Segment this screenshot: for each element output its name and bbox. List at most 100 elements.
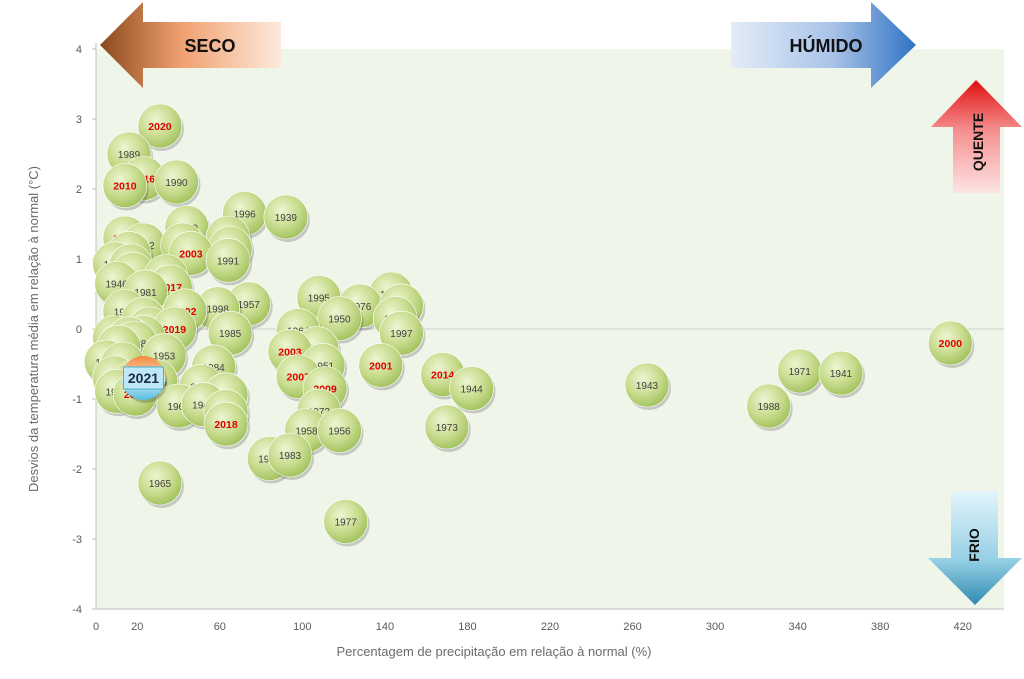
point-label: 2010 bbox=[113, 181, 137, 193]
y-tick-label: 4 bbox=[76, 44, 82, 56]
data-point-2000: 2000 bbox=[928, 320, 975, 368]
data-point-1944: 1944 bbox=[449, 366, 496, 414]
bubble bbox=[263, 194, 309, 240]
y-axis-label: Desvios da temperatura média em relação … bbox=[26, 166, 41, 492]
point-label: 1991 bbox=[217, 256, 240, 267]
y-tick-label: 0 bbox=[76, 324, 82, 336]
point-label: 1971 bbox=[789, 367, 812, 378]
cold-label: FRIO bbox=[966, 528, 982, 562]
point-label: 1946 bbox=[106, 280, 129, 291]
hot-arrow: QUENTE bbox=[931, 80, 1022, 193]
point-label: 1956 bbox=[328, 427, 351, 438]
wet-arrow: HÚMIDO bbox=[731, 2, 916, 88]
bubble bbox=[102, 163, 148, 208]
y-tick-label: -1 bbox=[72, 394, 82, 406]
x-tick-label: 340 bbox=[788, 621, 806, 633]
point-label: 2000 bbox=[939, 338, 963, 350]
bubble bbox=[928, 320, 973, 366]
x-tick-label: 260 bbox=[623, 621, 641, 633]
point-label: 2003 bbox=[179, 248, 203, 260]
point-label: 2020 bbox=[148, 121, 172, 133]
point-label: 1989 bbox=[118, 150, 141, 161]
x-tick-label: 380 bbox=[871, 621, 889, 633]
x-tick-label: 300 bbox=[706, 621, 724, 633]
data-point-1977: 1977 bbox=[323, 499, 370, 547]
bubble bbox=[317, 408, 362, 453]
bubble bbox=[154, 159, 199, 205]
data-point-1971: 1971 bbox=[777, 348, 824, 396]
point-label: 2001 bbox=[369, 360, 393, 372]
point-label: 1977 bbox=[335, 518, 358, 529]
point-label: 2019 bbox=[163, 324, 187, 336]
point-label: 1996 bbox=[233, 210, 256, 221]
point-label: 1981 bbox=[134, 288, 157, 299]
data-point-1988: 1988 bbox=[746, 383, 793, 431]
bubble bbox=[424, 404, 470, 450]
y-tick-label: 3 bbox=[76, 114, 82, 126]
x-axis-label: Percentagem de precipitação em relação à… bbox=[336, 644, 651, 659]
wet-label: HÚMIDO bbox=[790, 35, 863, 56]
point-label: 1944 bbox=[460, 385, 483, 396]
bubble bbox=[379, 310, 424, 356]
data-point-1943: 1943 bbox=[624, 362, 671, 410]
point-label: 1988 bbox=[758, 402, 781, 413]
bubble bbox=[137, 103, 183, 149]
point-label: 1945 bbox=[192, 401, 215, 412]
y-tick-label: -3 bbox=[72, 534, 82, 546]
y-tick-label: 2 bbox=[76, 184, 82, 196]
data-point-2001: 2001 bbox=[358, 343, 405, 391]
y-tick-label: -2 bbox=[72, 464, 82, 476]
point-label: 2018 bbox=[214, 419, 238, 431]
bubble bbox=[137, 460, 183, 506]
x-tick-label: 220 bbox=[541, 621, 559, 633]
y-tick-label: -4 bbox=[72, 604, 82, 616]
data-point-2020: 2020 bbox=[137, 103, 184, 151]
bubble bbox=[203, 401, 249, 447]
data-point-1965: 1965 bbox=[137, 460, 184, 508]
y-tick-label: 1 bbox=[76, 254, 82, 266]
bubble bbox=[267, 432, 313, 478]
x-tick-label: 0 bbox=[93, 621, 99, 633]
point-label: 1973 bbox=[436, 423, 459, 434]
point-label: 1976 bbox=[349, 302, 372, 313]
cold-arrow: FRIO bbox=[928, 491, 1022, 605]
point-label: 1943 bbox=[636, 381, 659, 392]
bubble bbox=[818, 350, 864, 396]
bubble bbox=[624, 362, 670, 408]
point-label: 1965 bbox=[149, 479, 172, 490]
data-point-2010: 2010 bbox=[102, 163, 149, 211]
bubble bbox=[358, 343, 404, 388]
point-label: 1990 bbox=[165, 178, 188, 189]
data-point-1939: 1939 bbox=[263, 194, 310, 242]
x-tick-label: 100 bbox=[293, 621, 311, 633]
data-point-2018: 2018 bbox=[203, 401, 251, 450]
data-point-1990: 1990 bbox=[154, 159, 201, 207]
x-tick-label: 420 bbox=[954, 621, 972, 633]
x-tick-label: 140 bbox=[376, 621, 394, 633]
point-label: 1997 bbox=[390, 329, 413, 340]
hot-label: QUENTE bbox=[970, 113, 986, 171]
data-point-1941: 1941 bbox=[818, 350, 865, 399]
dry-arrow: SECO bbox=[100, 2, 281, 88]
x-tick-label: 20 bbox=[131, 621, 143, 633]
dry-label: SECO bbox=[184, 36, 235, 56]
bubble bbox=[323, 499, 369, 544]
data-point-1991: 1991 bbox=[205, 238, 253, 286]
point-label: 1960 bbox=[167, 402, 190, 413]
highlight-layer: 2021 bbox=[121, 356, 168, 403]
data-point-2021: 2021 bbox=[121, 356, 168, 403]
point-label: 1985 bbox=[219, 329, 242, 340]
x-tick-label: 180 bbox=[458, 621, 476, 633]
point-label: 1941 bbox=[830, 369, 853, 380]
bubble-layer: 2020198920162010199019961939196920041999… bbox=[84, 103, 975, 547]
point-label: 2014 bbox=[431, 370, 455, 382]
point-label: 1957 bbox=[238, 300, 261, 311]
bubble bbox=[205, 238, 251, 283]
x-tick-label: 60 bbox=[214, 621, 226, 633]
data-point-1956: 1956 bbox=[317, 408, 364, 456]
data-point-1973: 1973 bbox=[424, 404, 471, 452]
point-label: 1998 bbox=[207, 305, 230, 316]
bubble bbox=[746, 383, 792, 429]
data-point-1983: 1983 bbox=[267, 432, 314, 480]
